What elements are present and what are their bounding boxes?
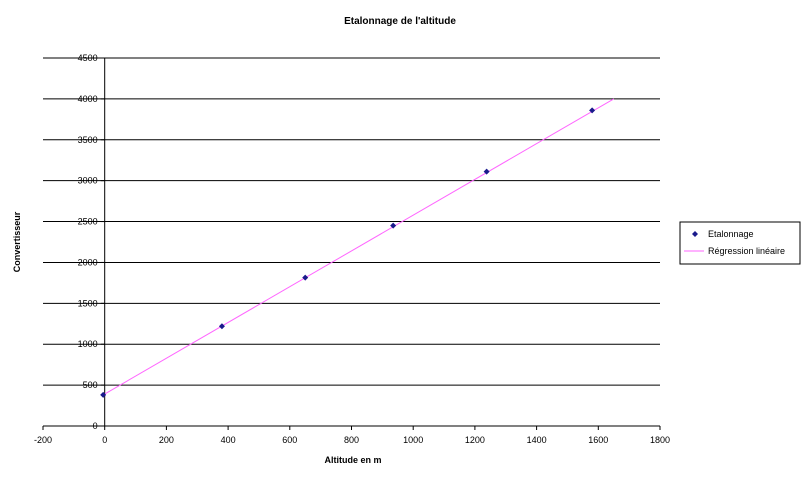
y-tick-label-9: 4500 [78, 53, 98, 63]
y-tick-labels: 0 500 1000 1500 2000 2500 3000 3500 4000 4500 [78, 53, 98, 431]
x-tick-label-10: 1800 [650, 435, 670, 445]
series-layer [100, 98, 614, 398]
x-tick-label-5: 800 [344, 435, 359, 445]
data-point-5 [589, 107, 596, 114]
y-tick-label-0: 0 [93, 421, 98, 431]
y-tick-label-8: 4000 [78, 94, 98, 104]
y-tick-label-1: 500 [83, 380, 98, 390]
x-tick-label-6: 1000 [403, 435, 423, 445]
x-tick-label-7: 1200 [465, 435, 485, 445]
x-tick-label-4: 600 [282, 435, 297, 445]
x-tick-label-1: 0 [102, 435, 107, 445]
legend-label-1: Régression linéaire [708, 246, 785, 256]
x-tick-label-9: 1600 [588, 435, 608, 445]
x-tick-label-2: 200 [159, 435, 174, 445]
x-tick-label-8: 1400 [527, 435, 547, 445]
x-tick-labels: -200 0 200 400 600 800 1000 1200 1400 1600 1800 [34, 435, 670, 445]
data-point-4 [483, 168, 490, 175]
gridlines [43, 57, 660, 386]
regression-line [102, 98, 614, 396]
y-tick-label-7: 3500 [78, 135, 98, 145]
legend-marker-0 [692, 231, 698, 237]
data-point-1 [218, 323, 225, 330]
x-tick-label-3: 400 [221, 435, 236, 445]
axes [42, 57, 661, 430]
data-point-2 [302, 274, 309, 281]
data-point-0 [100, 391, 107, 398]
x-tick-label-0: -200 [34, 435, 52, 445]
legend: Etalonnage Régression linéaire [679, 221, 801, 265]
y-tick-label-4: 2000 [78, 257, 98, 267]
y-tick-label-3: 1500 [78, 298, 98, 308]
data-point-3 [390, 222, 397, 229]
legend-label-0: Etalonnage [708, 229, 754, 239]
y-tick-label-2: 1000 [78, 339, 98, 349]
legend-box [679, 221, 801, 265]
y-tick-label-5: 2500 [78, 217, 98, 227]
chart-title: Etalonnage de l'altitude [344, 16, 456, 27]
y-tick-label-6: 3000 [78, 176, 98, 186]
x-axis-label: Altitude en m [324, 455, 381, 465]
y-axis-label: Convertisseur [12, 211, 22, 272]
